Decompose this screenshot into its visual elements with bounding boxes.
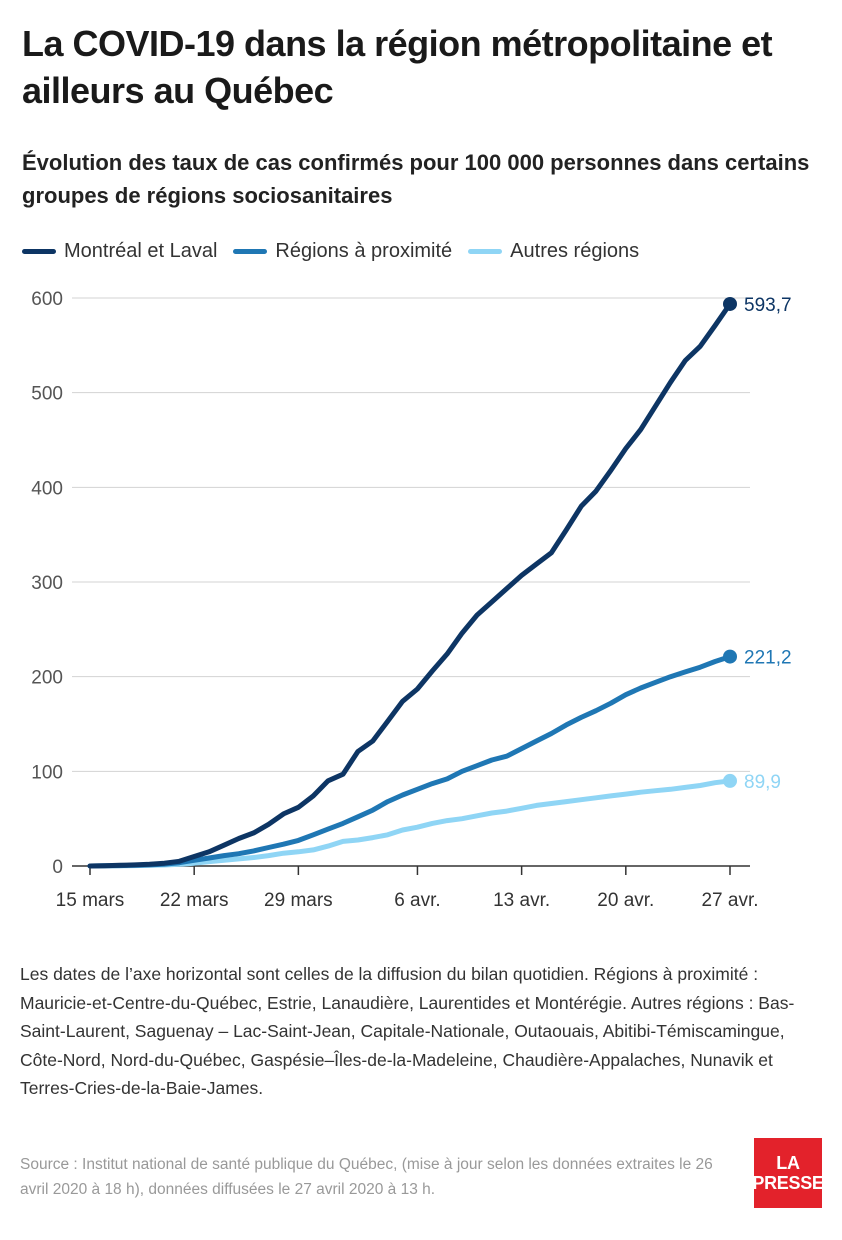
line-chart: 0 100 200 300 400 500 600 15 mars 22 mars 29 mars… (31, 289, 792, 911)
chart-title: La COVID-19 dans la région métropolitain… (22, 23, 773, 111)
x-tick-label: 6 avr. (394, 890, 440, 911)
x-tick-label: 15 mars (56, 890, 125, 911)
series-end-label: 221,2 (744, 648, 792, 669)
legend-item-autres-regions: Autres régions (468, 240, 639, 263)
series-end-label: 593,7 (744, 295, 792, 316)
y-tick-label: 500 (31, 384, 63, 405)
chart-subtitle: Évolution des taux de cas confirmés pour… (22, 150, 810, 208)
y-tick-label: 300 (31, 573, 63, 594)
chart-notes: Les dates de l’axe horizontal sont celle… (20, 964, 795, 1098)
series-end-point (723, 773, 737, 788)
legend-label-montreal-laval: Montréal et Laval (64, 239, 218, 262)
logo-line-2: PRESSE (752, 1173, 824, 1193)
series-end-point (723, 296, 737, 311)
x-tick-label: 22 mars (160, 890, 229, 911)
y-tick-label: 400 (31, 478, 63, 499)
legend-swatch-regions-proximite (233, 248, 268, 254)
y-tick-label: 100 (31, 762, 63, 783)
y-tick-label: 600 (31, 289, 63, 310)
legend-item-regions-proximite: Régions à proximité (233, 240, 452, 263)
series-line (87, 654, 733, 869)
x-tick-label: 13 avr. (493, 890, 550, 911)
x-tick-label: 27 avr. (701, 890, 758, 911)
source-note: Source : Institut national de santé publ… (20, 1156, 713, 1198)
series-end-point (723, 649, 737, 664)
legend-swatch-montreal-laval (22, 248, 56, 254)
y-tick-label: 200 (31, 668, 63, 689)
logo-line-1: LA (776, 1153, 800, 1173)
legend: Montréal et Laval Régions à proximité Au… (22, 236, 655, 266)
y-tick-label: 0 (52, 857, 63, 878)
legend-swatch-autres-regions (468, 248, 503, 254)
series-line (87, 301, 733, 869)
la-presse-logo: LA PRESSE (752, 1138, 824, 1208)
x-tick-label: 29 mars (264, 890, 333, 911)
legend-label-regions-proximite: Régions à proximité (275, 239, 453, 262)
legend-item-montreal-laval: Montréal et Laval (22, 240, 217, 263)
legend-label-autres-regions: Autres régions (510, 239, 640, 262)
x-tick-label: 20 avr. (597, 890, 654, 911)
series-line (87, 778, 733, 869)
series-end-label: 89,9 (744, 772, 781, 793)
